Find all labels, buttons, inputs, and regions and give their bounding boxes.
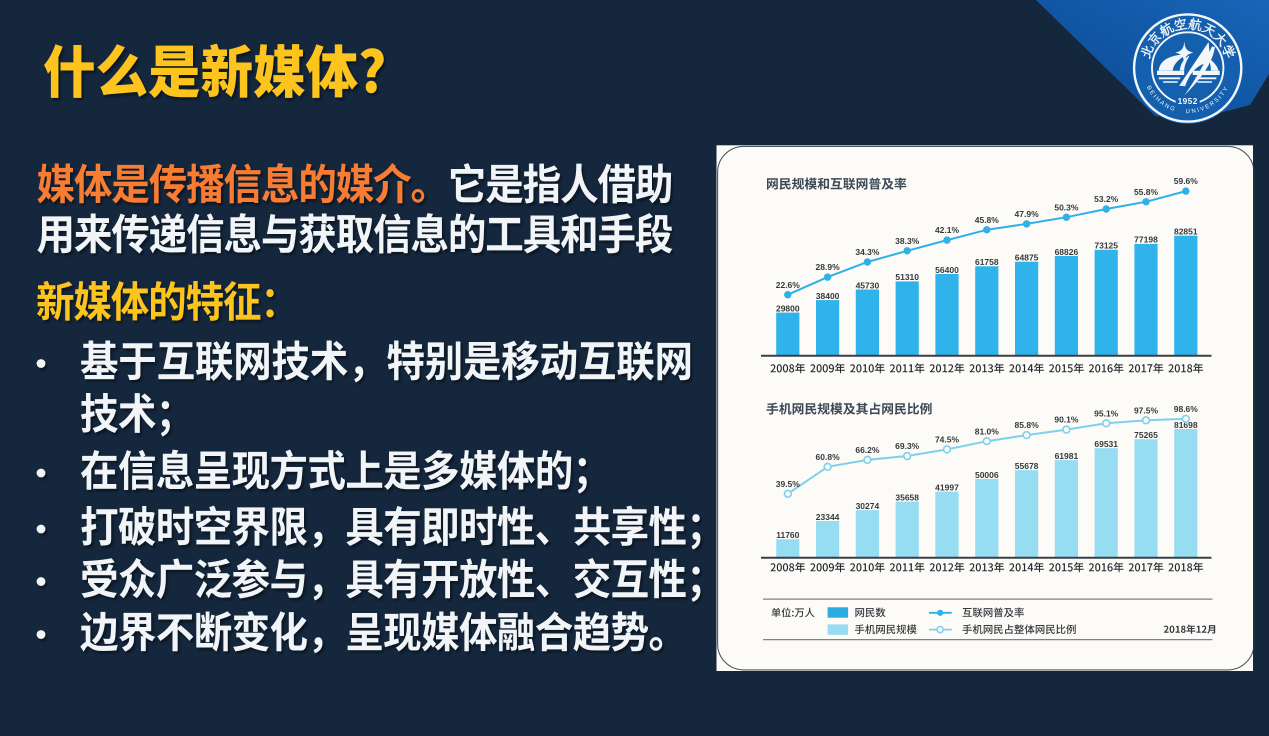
svg-text:28.9%: 28.9% — [816, 262, 841, 272]
svg-text:53.2%: 53.2% — [1094, 194, 1119, 204]
svg-text:82851: 82851 — [1174, 227, 1198, 237]
svg-text:81698: 81698 — [1174, 420, 1198, 430]
svg-text:74.5%: 74.5% — [935, 435, 960, 445]
svg-text:51310: 51310 — [895, 272, 919, 282]
svg-text:81.0%: 81.0% — [975, 426, 1000, 436]
svg-text:61981: 61981 — [1055, 451, 1079, 461]
svg-text:69.3%: 69.3% — [895, 441, 920, 451]
svg-text:66.2%: 66.2% — [855, 445, 880, 455]
svg-text:73125: 73125 — [1094, 241, 1118, 251]
svg-text:77198: 77198 — [1134, 235, 1158, 245]
svg-text:38.3%: 38.3% — [895, 236, 920, 246]
svg-text:97.5%: 97.5% — [1134, 405, 1159, 415]
svg-text:34.3%: 34.3% — [855, 247, 880, 257]
svg-text:56400: 56400 — [935, 265, 959, 275]
svg-text:47.9%: 47.9% — [1015, 209, 1040, 219]
svg-text:95.1%: 95.1% — [1094, 408, 1119, 418]
svg-text:69531: 69531 — [1094, 439, 1118, 449]
svg-text:35658: 35658 — [895, 492, 919, 502]
svg-text:60.8%: 60.8% — [816, 452, 841, 462]
svg-text:64875: 64875 — [1015, 253, 1039, 263]
svg-text:42.1%: 42.1% — [935, 225, 960, 235]
svg-text:55.8%: 55.8% — [1134, 187, 1159, 197]
svg-text:98.6%: 98.6% — [1174, 404, 1199, 414]
svg-text:61758: 61758 — [975, 257, 999, 267]
svg-text:29800: 29800 — [776, 303, 800, 313]
svg-text:11760: 11760 — [776, 530, 799, 540]
svg-text:22.6%: 22.6% — [776, 280, 801, 290]
svg-text:55678: 55678 — [1015, 461, 1039, 471]
svg-text:59.6%: 59.6% — [1174, 176, 1199, 186]
svg-text:90.1%: 90.1% — [1054, 415, 1079, 425]
svg-text:45.8%: 45.8% — [975, 215, 1000, 225]
svg-text:68826: 68826 — [1055, 247, 1079, 257]
svg-text:45730: 45730 — [856, 280, 880, 290]
svg-text:30274: 30274 — [856, 501, 880, 511]
svg-text:50006: 50006 — [975, 470, 999, 480]
svg-text:75265: 75265 — [1134, 430, 1158, 440]
svg-text:85.8%: 85.8% — [1015, 420, 1040, 430]
svg-text:39.5%: 39.5% — [776, 479, 801, 489]
svg-text:50.3%: 50.3% — [1054, 202, 1079, 212]
svg-text:1952: 1952 — [1178, 96, 1198, 106]
svg-text:41997: 41997 — [935, 482, 959, 492]
svg-text:23344: 23344 — [816, 512, 840, 522]
svg-text:38400: 38400 — [816, 291, 840, 301]
